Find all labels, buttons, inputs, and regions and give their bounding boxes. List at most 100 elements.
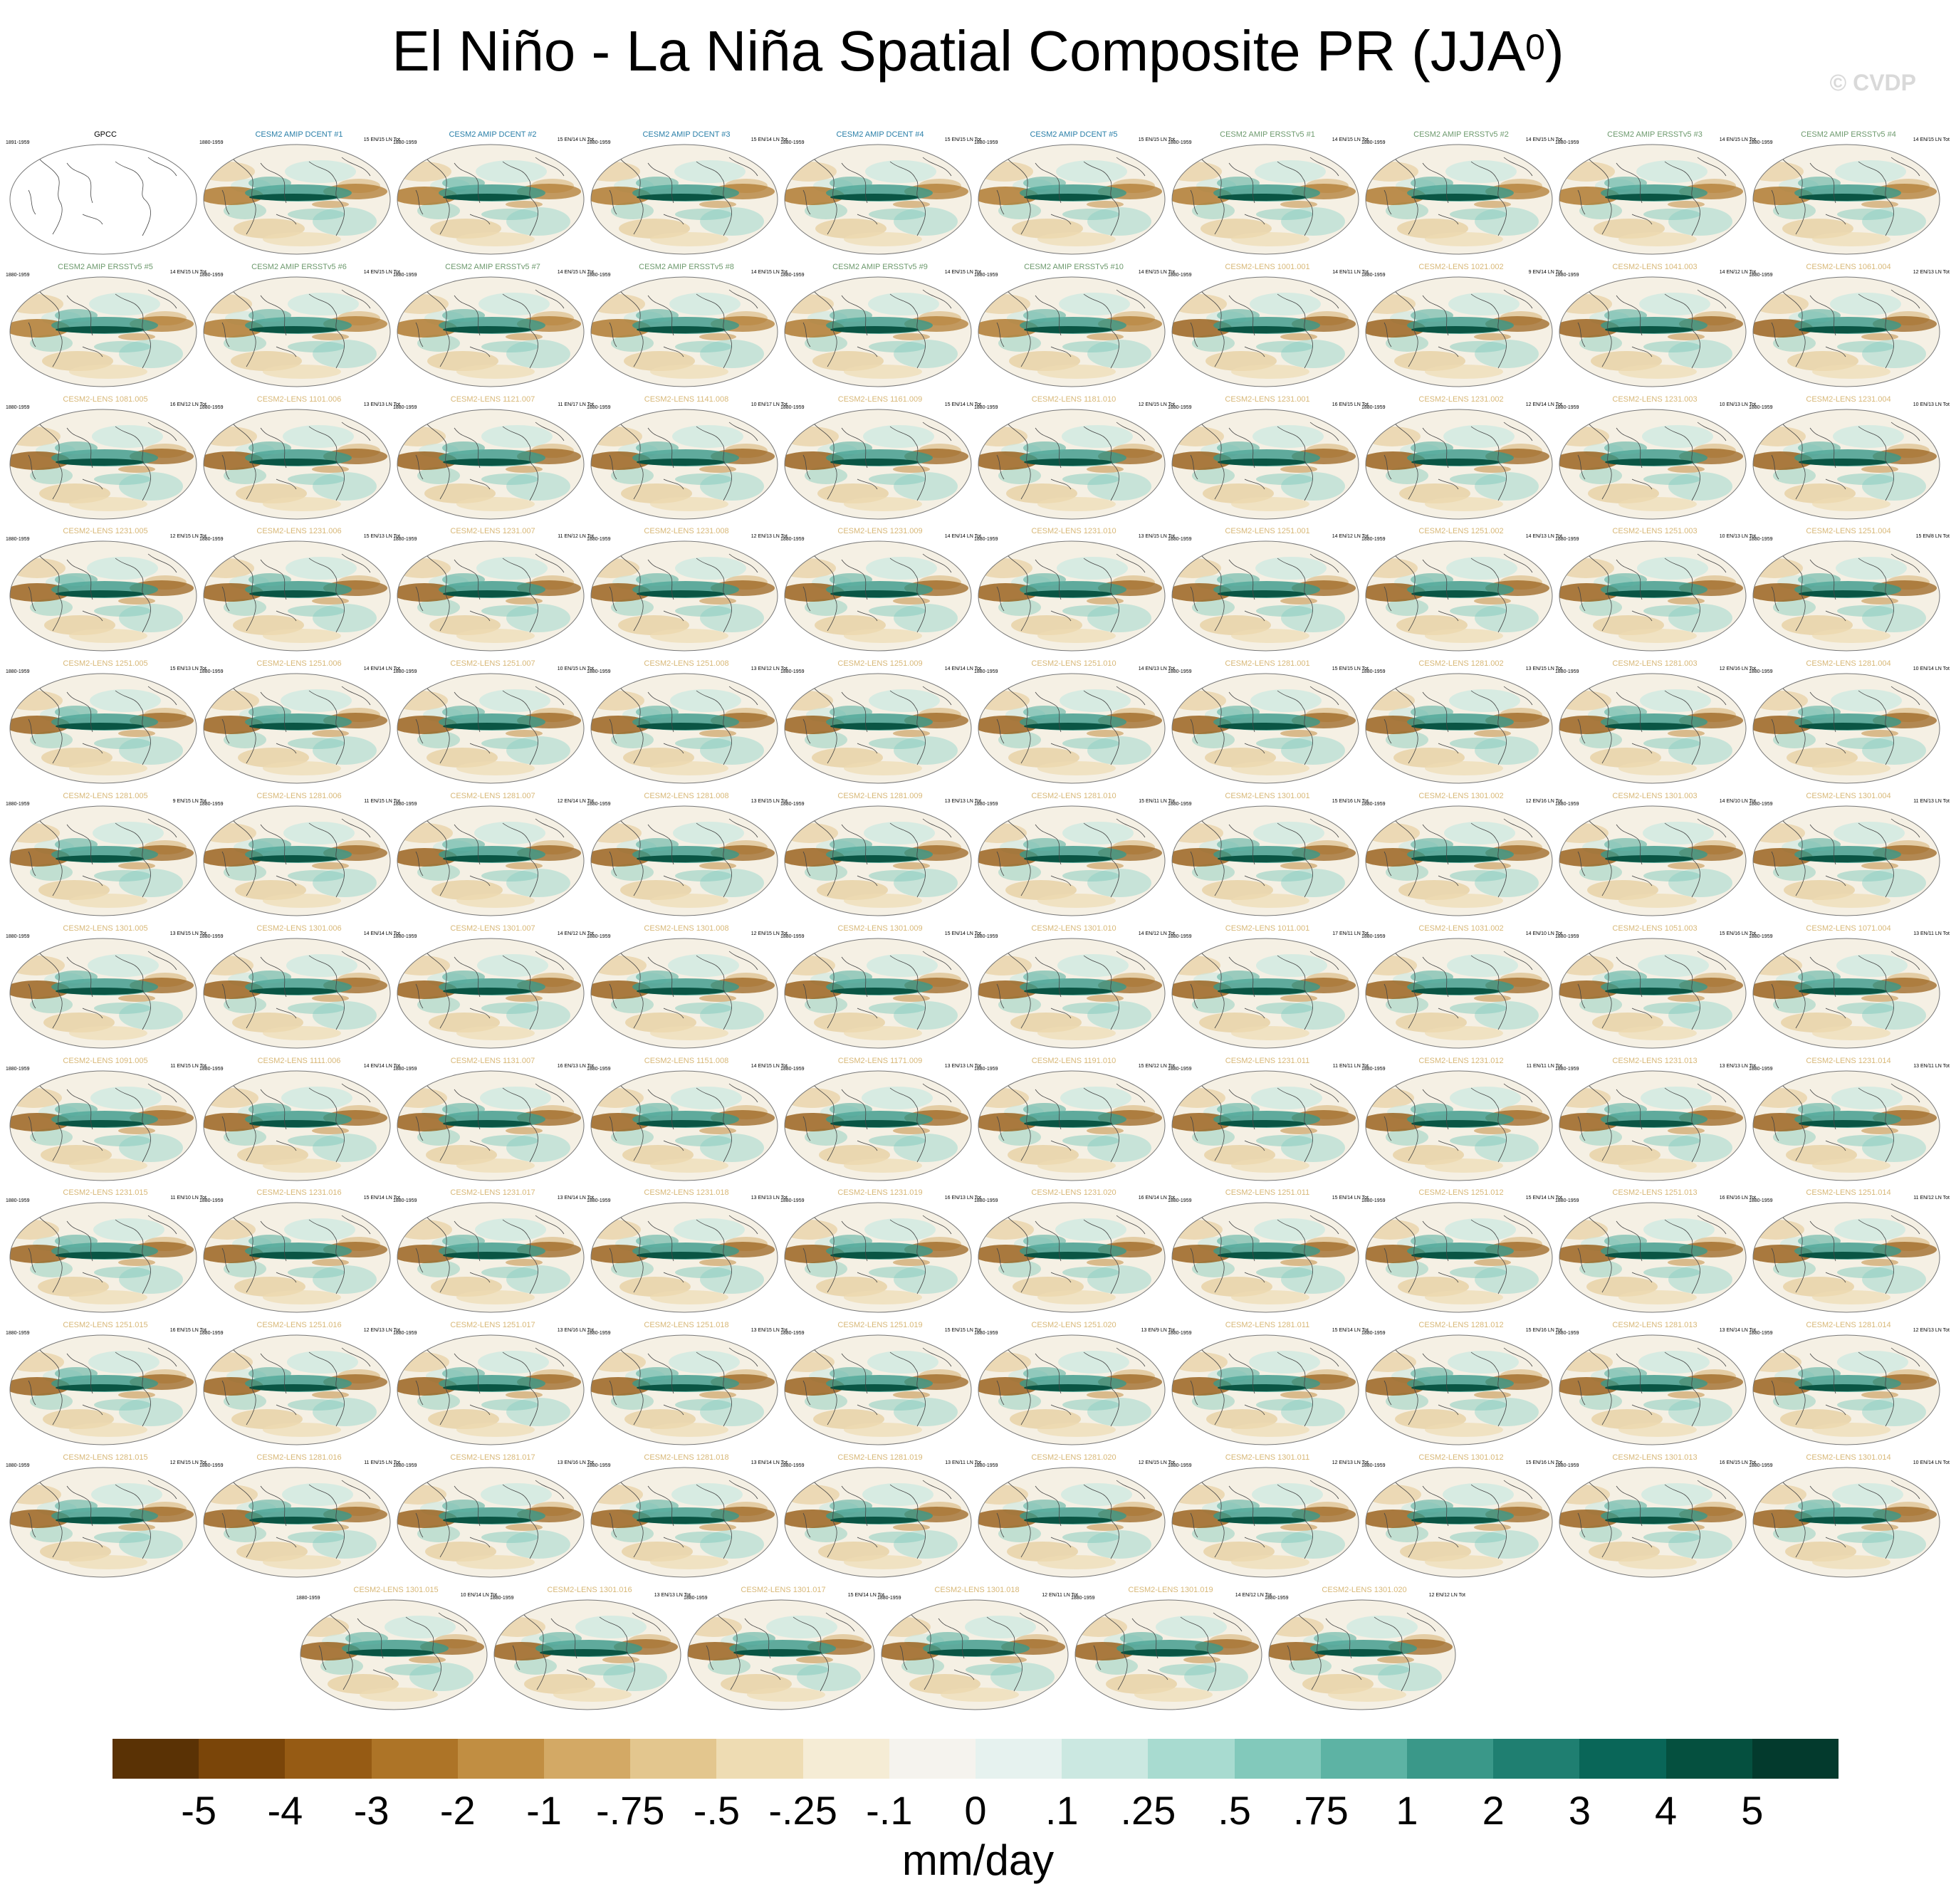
map-panel: CESM2 AMIP ERSSTv5 #3 1880-1959 14 EN/15 L… bbox=[1555, 130, 1756, 258]
map-panel: CESM2-LENS 1251.004 1880-1959 15 EN/8 LN T… bbox=[1749, 527, 1950, 655]
panel-title: CESM2 AMIP ERSSTv5 #8 bbox=[639, 262, 734, 271]
map-panel: CESM2-LENS 1251.012 1880-1959 15 EN/14 LN … bbox=[1361, 1188, 1562, 1317]
colorbar-swatch bbox=[1579, 1739, 1666, 1779]
panel-event-counts: 14 EN/15 LN Tot bbox=[944, 269, 981, 275]
panel-event-counts: 14 EN/10 LN Tot bbox=[1719, 799, 1756, 804]
colorbar-swatch bbox=[113, 1739, 199, 1779]
panel-period: 1880-1959 bbox=[6, 1066, 30, 1072]
map-ellipse bbox=[1171, 673, 1359, 784]
panel-title: CESM2-LENS 1251.010 bbox=[1031, 659, 1116, 669]
panel-period: 1880-1959 bbox=[199, 404, 224, 410]
map-panel: CESM2-LENS 1231.016 1880-1959 15 EN/14 LN … bbox=[199, 1188, 400, 1317]
panel-event-counts: 15 EN/11 LN Tot bbox=[1139, 799, 1175, 804]
panel-title: CESM2-LENS 1251.015 bbox=[63, 1321, 148, 1330]
map-panel: CESM2-LENS 1281.020 1880-1959 12 EN/15 LN … bbox=[974, 1453, 1175, 1581]
map-panel: CESM2-LENS 1231.007 1880-1959 11 EN/12 LN … bbox=[393, 527, 594, 655]
panel-title: CESM2-LENS 1231.003 bbox=[1612, 394, 1698, 404]
panel-title: CESM2-LENS 1101.006 bbox=[256, 394, 342, 404]
panel-event-counts: 14 EN/12 LN Tot bbox=[557, 931, 594, 936]
figure-title: El Niño - La Niña Spatial Composite PR (… bbox=[0, 16, 1956, 87]
panel-grid: GPCC 1891-1959 CESM2 AMIP DCENT #1 1880-195… bbox=[6, 130, 1950, 1710]
map-panel: CESM2-LENS 1301.010 1880-1959 14 EN/12 LN … bbox=[974, 924, 1175, 1052]
map-panel: CESM2-LENS 1231.013 1880-1959 13 EN/13 LN … bbox=[1555, 1056, 1756, 1185]
panel-title: CESM2-LENS 1281.015 bbox=[63, 1453, 148, 1462]
map-panel: CESM2-LENS 1251.006 1880-1959 14 EN/14 LN … bbox=[199, 659, 400, 788]
panel-title: CESM2-LENS 1301.013 bbox=[1612, 1453, 1698, 1462]
map-ellipse bbox=[1171, 805, 1359, 916]
panel-period: 1880-1959 bbox=[1168, 272, 1192, 278]
map-panel: CESM2-LENS 1231.006 1880-1959 15 EN/13 LN … bbox=[199, 527, 400, 655]
panel-title: CESM2-LENS 1281.020 bbox=[1031, 1453, 1116, 1462]
panel-period: 1880-1959 bbox=[199, 669, 224, 675]
map-panel: CESM2-LENS 1231.020 1880-1959 16 EN/14 LN … bbox=[974, 1188, 1175, 1317]
panel-title: CESM2-LENS 1281.001 bbox=[1225, 659, 1310, 669]
map-panel: CESM2-LENS 1301.013 1880-1959 16 EN/15 LN … bbox=[1555, 1453, 1756, 1581]
map-panel: CESM2-LENS 1301.014 1880-1959 10 EN/14 LN … bbox=[1749, 1453, 1950, 1581]
colorbar-swatch bbox=[1493, 1739, 1580, 1779]
panel-title: CESM2-LENS 1231.013 bbox=[1612, 1056, 1698, 1065]
panel-title: CESM2-LENS 1251.014 bbox=[1806, 1188, 1891, 1198]
colorbar-tick-label: .1 bbox=[1045, 1788, 1079, 1833]
panel-event-counts: 10 EN/17 LN Tot bbox=[751, 402, 788, 407]
panel-event-counts: 11 EN/15 LN Tot bbox=[170, 1063, 206, 1069]
panel-period: 1880-1959 bbox=[974, 404, 998, 410]
panel-period: 1880-1959 bbox=[393, 933, 417, 939]
map-panel: CESM2-LENS 1231.010 1880-1959 13 EN/15 LN … bbox=[974, 527, 1175, 655]
panel-event-counts: 11 EN/12 LN Tot bbox=[558, 534, 594, 540]
map-panel: CESM2-LENS 1301.004 1880-1959 11 EN/13 LN … bbox=[1749, 792, 1950, 920]
map-ellipse bbox=[590, 1070, 778, 1181]
panel-period: 1880-1959 bbox=[974, 1331, 998, 1337]
panel-event-counts: 14 EN/15 LN Tot bbox=[557, 269, 594, 275]
panel-event-counts: 14 EN/15 LN Tot bbox=[1332, 137, 1369, 142]
panel-title: CESM2-LENS 1301.010 bbox=[1031, 924, 1116, 933]
panel-period: 1880-1959 bbox=[587, 140, 611, 145]
map-panel: CESM2-LENS 1301.018 1880-1959 12 EN/11 LN … bbox=[877, 1586, 1078, 1714]
map-panel: CESM2-LENS 1231.014 1880-1959 13 EN/11 LN … bbox=[1749, 1056, 1950, 1185]
map-panel: CESM2-LENS 1251.007 1880-1959 10 EN/15 LN … bbox=[393, 659, 594, 788]
panel-event-counts: 13 EN/13 LN Tot bbox=[654, 1592, 691, 1598]
colorbar-tick-label: 4 bbox=[1655, 1788, 1678, 1833]
map-ellipse bbox=[1559, 1202, 1747, 1313]
colorbar-swatch bbox=[716, 1739, 803, 1779]
map-panel: CESM2-LENS 1281.017 1880-1959 13 EN/16 LN … bbox=[393, 1453, 594, 1581]
map-ellipse bbox=[397, 938, 585, 1049]
map-panel: CESM2-LENS 1231.003 1880-1959 10 EN/13 LN … bbox=[1555, 394, 1756, 523]
panel-title: CESM2-LENS 1301.015 bbox=[353, 1585, 439, 1594]
panel-period: 1880-1959 bbox=[1555, 272, 1579, 278]
panel-title: CESM2 AMIP ERSSTv5 #1 bbox=[1220, 130, 1315, 139]
panel-title: CESM2-LENS 1301.019 bbox=[1128, 1585, 1213, 1594]
map-panel: CESM2-LENS 1131.007 1880-1959 16 EN/13 LN … bbox=[393, 1057, 594, 1185]
panel-title: CESM2 AMIP ERSSTv5 #7 bbox=[445, 262, 540, 271]
panel-title: CESM2-LENS 1301.005 bbox=[63, 924, 148, 933]
map-ellipse bbox=[1365, 805, 1553, 916]
panel-title: CESM2-LENS 1301.009 bbox=[837, 924, 923, 933]
panel-title: CESM2-LENS 1281.018 bbox=[644, 1453, 729, 1462]
map-ellipse bbox=[1752, 144, 1940, 255]
panel-event-counts: 15 EN/14 LN Tot bbox=[557, 137, 594, 142]
panel-period: 1880-1959 bbox=[6, 272, 30, 278]
panel-period: 1880-1959 bbox=[393, 272, 417, 278]
map-panel: CESM2-LENS 1101.006 1880-1959 13 EN/13 LN … bbox=[199, 394, 400, 523]
map-ellipse bbox=[1365, 1467, 1553, 1578]
panel-period: 1880-1959 bbox=[1361, 140, 1386, 145]
panel-event-counts: 13 EN/13 LN Tot bbox=[1719, 1063, 1756, 1069]
map-panel: CESM2-LENS 1251.010 1880-1959 14 EN/13 LN … bbox=[974, 659, 1175, 788]
panel-period: 1880-1959 bbox=[393, 404, 417, 410]
map-ellipse bbox=[978, 144, 1166, 255]
panel-event-counts: 15 EN/15 LN Tot bbox=[1332, 666, 1369, 672]
map-panel: CESM2-LENS 1251.015 1880-1959 16 EN/15 LN … bbox=[6, 1321, 206, 1449]
panel-period: 1880-1959 bbox=[1749, 1331, 1773, 1337]
map-ellipse bbox=[397, 409, 585, 520]
map-ellipse bbox=[1365, 409, 1553, 520]
map-panel: CESM2-LENS 1051.003 1880-1959 15 EN/16 LN … bbox=[1555, 924, 1756, 1052]
map-ellipse bbox=[203, 276, 391, 387]
colorbar-tick-label: 2 bbox=[1482, 1788, 1505, 1833]
map-ellipse bbox=[1171, 1070, 1359, 1181]
panel-period: 1880-1959 bbox=[199, 537, 224, 543]
map-ellipse bbox=[784, 1070, 972, 1181]
panel-event-counts: 12 EN/12 LN Tot bbox=[1428, 1592, 1465, 1598]
map-ellipse bbox=[978, 409, 1166, 520]
panel-title: CESM2-LENS 1231.014 bbox=[1806, 1056, 1891, 1065]
map-panel: CESM2-LENS 1231.012 1880-1959 11 EN/11 LN … bbox=[1361, 1057, 1562, 1185]
